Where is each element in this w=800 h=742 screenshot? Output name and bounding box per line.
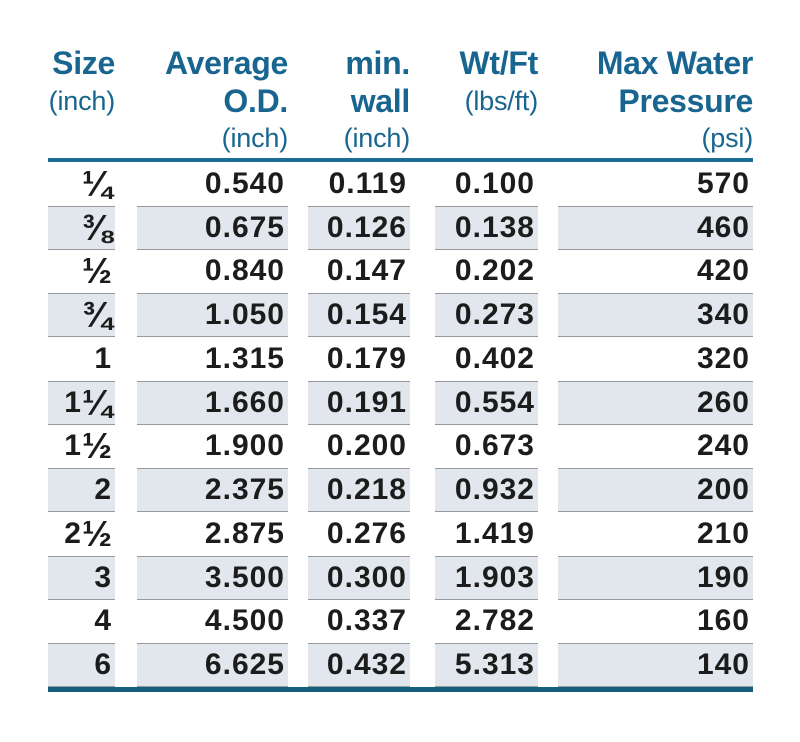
cell-min-wall: 0.126 <box>308 205 410 250</box>
cell-average-od: 0.840 <box>204 254 285 288</box>
header-wtft: Wt/Ft (lbs/ft) <box>435 45 539 158</box>
cell-max-pressure: 340 <box>558 293 753 337</box>
cell-max-pressure: 320 <box>696 341 750 375</box>
header-min-wall: min. wall (inch) <box>308 45 411 158</box>
table-bottom-rule <box>48 687 753 692</box>
header-separator-rule <box>48 158 753 162</box>
cell-max-pressure: 260 <box>558 380 753 425</box>
cell-wtft: 0.202 <box>454 254 535 288</box>
header-max-pressure-title1: Max Water <box>596 45 753 81</box>
table-header: Size (inch) Average O.D. (inch) min. wal… <box>48 45 754 158</box>
header-max-pressure: Max Water Pressure (psi) <box>558 45 753 158</box>
cell-average-od: 2.375 <box>137 468 288 512</box>
header-average-od-unit: (inch) <box>221 123 289 154</box>
cell-wtft: 0.100 <box>454 166 535 200</box>
cell-size: 1 ½ <box>64 425 112 467</box>
cell-average-od: 1.660 <box>137 380 288 425</box>
header-size-title: Size <box>52 45 115 81</box>
header-max-pressure-unit: (psi) <box>701 123 754 154</box>
cell-min-wall: 0.147 <box>326 254 407 288</box>
cell-wtft: 0.273 <box>435 293 538 337</box>
header-wtft-title: Wt/Ft <box>459 45 539 81</box>
header-average-od-title2: O.D. <box>223 82 288 119</box>
cell-size: 4 <box>94 604 112 638</box>
header-wtft-unit: (lbs/ft) <box>464 85 539 116</box>
cell-max-pressure: 200 <box>558 468 753 512</box>
cell-size: ⅜ <box>48 205 115 250</box>
cell-min-wall: 0.300 <box>308 555 410 600</box>
header-min-wall-unit: (inch) <box>343 123 411 154</box>
cell-wtft: 0.932 <box>435 468 538 512</box>
cell-min-wall: 0.200 <box>326 429 407 463</box>
cell-max-pressure: 460 <box>558 205 753 250</box>
pipe-spec-table: Size (inch) Average O.D. (inch) min. wal… <box>48 45 753 692</box>
cell-wtft: 5.313 <box>435 643 538 687</box>
cell-wtft: 0.554 <box>435 380 538 425</box>
cell-min-wall: 0.119 <box>328 166 407 200</box>
table-row: ⅜ 0.675 0.126 0.138 460 <box>48 205 753 250</box>
cell-wtft: 2.782 <box>454 604 535 638</box>
table-row: 2 ½ 2.875 0.276 1.419 210 <box>48 512 753 556</box>
cell-size: 1 <box>94 341 112 375</box>
cell-min-wall: 0.179 <box>326 341 407 375</box>
cell-average-od: 1.315 <box>204 341 285 375</box>
cell-size: 2 <box>48 468 115 512</box>
cell-wtft: 1.903 <box>435 555 538 600</box>
cell-average-od: 2.875 <box>204 516 285 550</box>
table-row: 3 3.500 0.300 1.903 190 <box>48 555 753 600</box>
header-min-wall-title1: min. <box>345 45 410 81</box>
cell-max-pressure: 160 <box>696 604 750 638</box>
cell-max-pressure: 210 <box>696 516 750 550</box>
cell-average-od: 0.675 <box>137 205 288 250</box>
cell-max-pressure: 420 <box>696 254 750 288</box>
cell-size: ¾ <box>48 293 115 337</box>
header-average-od-title1: Average <box>164 45 288 81</box>
header-size: Size (inch) <box>48 45 116 158</box>
cell-average-od: 4.500 <box>204 604 285 638</box>
cell-wtft: 0.402 <box>454 341 535 375</box>
cell-wtft: 0.138 <box>435 205 538 250</box>
cell-average-od: 6.625 <box>137 643 288 687</box>
cell-size: ½ <box>81 250 112 292</box>
table-row: ¼ 0.540 0.119 0.100 570 <box>48 162 753 206</box>
cell-average-od: 3.500 <box>137 555 288 600</box>
header-average-od: Average O.D. (inch) <box>137 45 288 158</box>
table-row: 1 ½ 1.900 0.200 0.673 240 <box>48 425 753 469</box>
cell-max-pressure: 570 <box>696 166 750 200</box>
table-row: 4 4.500 0.337 2.782 160 <box>48 600 753 644</box>
cell-average-od: 1.050 <box>137 293 288 337</box>
cell-wtft: 1.419 <box>454 516 535 550</box>
cell-size: 6 <box>48 643 115 687</box>
cell-min-wall: 0.154 <box>308 293 410 337</box>
cell-average-od: 0.540 <box>204 166 285 200</box>
cell-average-od: 1.900 <box>204 429 285 463</box>
table-row: 2 2.375 0.218 0.932 200 <box>48 468 753 512</box>
table-row: 1 ¼ 1.660 0.191 0.554 260 <box>48 380 753 425</box>
header-size-unit: (inch) <box>48 85 116 116</box>
header-min-wall-title2: wall <box>350 82 411 119</box>
table-row: 1 1.315 0.179 0.402 320 <box>48 337 753 381</box>
cell-min-wall: 0.337 <box>326 604 407 638</box>
table-row: ¾ 1.050 0.154 0.273 340 <box>48 293 753 337</box>
cell-min-wall: 0.218 <box>308 468 410 512</box>
cell-min-wall: 0.276 <box>326 516 407 550</box>
cell-size: 3 <box>48 555 115 600</box>
header-wtft-blank <box>435 120 538 158</box>
cell-wtft: 0.673 <box>454 429 535 463</box>
cell-size: 1 ¼ <box>48 380 115 425</box>
cell-max-pressure: 190 <box>558 555 753 600</box>
cell-size: 2 ½ <box>64 512 112 554</box>
cell-max-pressure: 240 <box>696 429 750 463</box>
cell-size: ¼ <box>81 162 112 204</box>
cell-min-wall: 0.432 <box>308 643 410 687</box>
table-row: 6 6.625 0.432 5.313 140 <box>48 643 753 687</box>
table-row: ½ 0.840 0.147 0.202 420 <box>48 250 753 294</box>
cell-min-wall: 0.191 <box>308 380 410 425</box>
table-body: ¼ 0.540 0.119 0.100 570 ⅜ 0.675 0.126 0.… <box>48 162 753 687</box>
cell-max-pressure: 140 <box>558 643 753 687</box>
header-size-blank <box>48 120 115 158</box>
header-max-pressure-title2: Pressure <box>618 82 753 119</box>
